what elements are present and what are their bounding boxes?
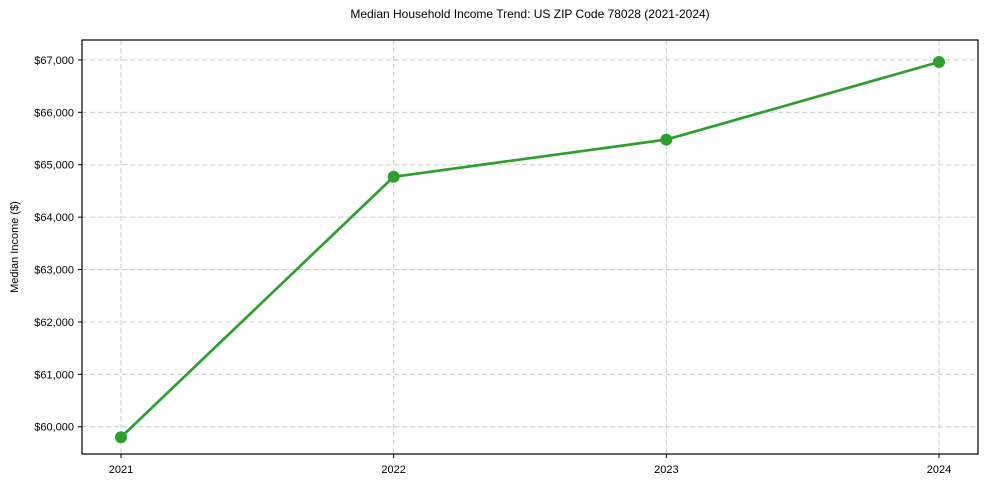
y-tick-label: $61,000 [34, 369, 74, 381]
chart-title: Median Household Income Trend: US ZIP Co… [350, 7, 710, 21]
y-tick-label: $65,000 [34, 160, 74, 172]
x-tick-label: 2024 [927, 464, 951, 476]
data-point-marker [933, 56, 946, 69]
y-tick-label: $67,000 [34, 55, 74, 67]
y-tick-label: $66,000 [34, 107, 74, 119]
data-point-marker [387, 170, 400, 183]
x-tick-label: 2021 [109, 464, 133, 476]
y-tick-label: $60,000 [34, 422, 74, 434]
x-tick-label: 2023 [654, 464, 678, 476]
x-tick-label: 2022 [381, 464, 405, 476]
data-point-marker [114, 431, 127, 444]
trend-line [119, 60, 941, 439]
data-point-marker [660, 133, 673, 146]
y-tick-label: $63,000 [34, 265, 74, 277]
plot-border [81, 39, 979, 455]
y-tick-label: $62,000 [34, 317, 74, 329]
y-tick-label: $64,000 [34, 212, 74, 224]
